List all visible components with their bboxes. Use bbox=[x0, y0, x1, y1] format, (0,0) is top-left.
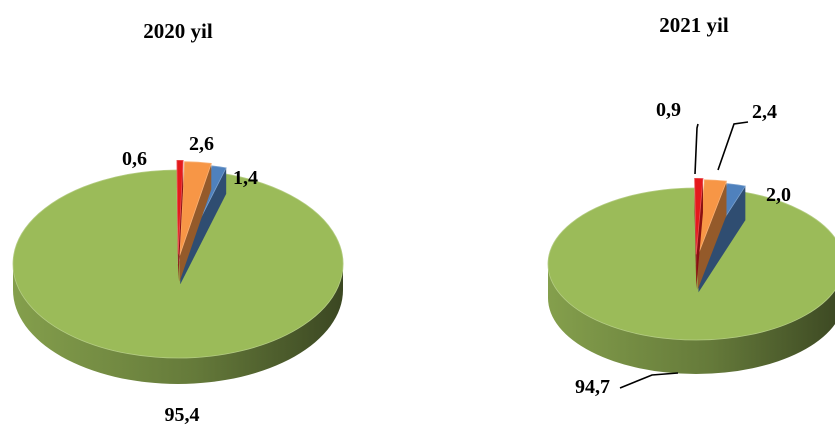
pie-slice bbox=[547, 187, 835, 374]
pie-slice bbox=[694, 178, 704, 289]
data-label: 2,4 bbox=[752, 101, 777, 123]
pie-chart-2021: 2021 yil 94,7 2,0 2,4 0,9 bbox=[547, 13, 835, 398]
data-label: 1,4 bbox=[233, 167, 258, 189]
data-label: 2,0 bbox=[766, 184, 791, 206]
data-label: 0,9 bbox=[656, 99, 681, 121]
pie-slice bbox=[176, 160, 184, 281]
leader-line bbox=[694, 123, 699, 175]
data-label: 0,6 bbox=[122, 148, 147, 170]
pie-chart-2020: 2020 yil 95,4 1,4 2,6 0,6 bbox=[12, 19, 344, 426]
pie-slice bbox=[179, 161, 212, 282]
leader-line bbox=[619, 372, 679, 389]
data-label: 94,7 bbox=[575, 376, 610, 398]
chart-title: 2021 yil bbox=[659, 13, 729, 37]
leader-line bbox=[717, 121, 749, 171]
chart-title: 2020 yil bbox=[143, 19, 213, 43]
data-label: 95,4 bbox=[165, 404, 200, 426]
data-label: 2,6 bbox=[189, 133, 214, 155]
